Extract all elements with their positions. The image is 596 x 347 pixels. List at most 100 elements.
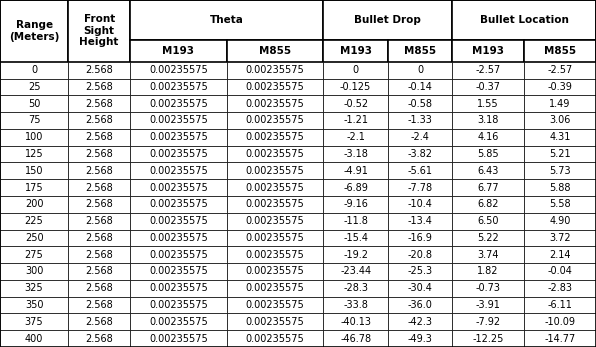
Text: 5.21: 5.21 xyxy=(550,149,571,159)
Text: 0.00235575: 0.00235575 xyxy=(149,333,208,344)
Bar xyxy=(452,313,524,330)
Bar xyxy=(452,196,524,213)
Bar xyxy=(324,230,388,246)
Bar xyxy=(226,313,324,330)
Bar xyxy=(68,62,130,78)
Text: 2.568: 2.568 xyxy=(85,233,113,243)
Bar xyxy=(130,146,226,162)
Text: -3.82: -3.82 xyxy=(408,149,433,159)
Bar xyxy=(68,196,130,213)
Text: -4.91: -4.91 xyxy=(343,166,368,176)
Bar xyxy=(0,129,68,146)
Bar xyxy=(130,297,226,313)
Bar xyxy=(130,40,226,62)
Text: M193: M193 xyxy=(340,46,372,56)
Bar xyxy=(68,213,130,230)
Text: 6.43: 6.43 xyxy=(477,166,499,176)
Bar xyxy=(452,129,524,146)
Text: -10.4: -10.4 xyxy=(408,200,433,209)
Bar xyxy=(388,162,452,179)
Bar xyxy=(226,162,324,179)
Bar xyxy=(452,78,524,95)
Text: 0.00235575: 0.00235575 xyxy=(149,266,208,277)
Bar xyxy=(68,0,130,62)
Text: 125: 125 xyxy=(25,149,44,159)
Text: 2.568: 2.568 xyxy=(85,333,113,344)
Text: -13.4: -13.4 xyxy=(408,216,433,226)
Text: 2.568: 2.568 xyxy=(85,266,113,277)
Text: 2.568: 2.568 xyxy=(85,116,113,126)
Text: -0.125: -0.125 xyxy=(340,82,371,92)
Text: 2.14: 2.14 xyxy=(550,250,571,260)
Bar xyxy=(130,95,226,112)
Bar xyxy=(388,78,452,95)
Text: 0.00235575: 0.00235575 xyxy=(149,132,208,142)
Text: M855: M855 xyxy=(404,46,436,56)
Text: -2.57: -2.57 xyxy=(548,65,573,75)
Text: M193: M193 xyxy=(472,46,504,56)
Text: 0.00235575: 0.00235575 xyxy=(246,283,305,293)
Text: -3.91: -3.91 xyxy=(476,300,501,310)
Bar xyxy=(324,78,388,95)
Text: -46.78: -46.78 xyxy=(340,333,371,344)
Bar xyxy=(324,179,388,196)
Text: 0.00235575: 0.00235575 xyxy=(149,283,208,293)
Text: 175: 175 xyxy=(25,183,44,193)
Bar xyxy=(452,280,524,297)
Text: 0.00235575: 0.00235575 xyxy=(149,200,208,209)
Bar xyxy=(130,0,324,40)
Text: 0.00235575: 0.00235575 xyxy=(246,216,305,226)
Text: 2.568: 2.568 xyxy=(85,216,113,226)
Bar xyxy=(130,230,226,246)
Bar xyxy=(452,179,524,196)
Bar xyxy=(388,330,452,347)
Text: 0.00235575: 0.00235575 xyxy=(246,200,305,209)
Bar xyxy=(0,62,68,78)
Bar xyxy=(524,78,596,95)
Text: -49.3: -49.3 xyxy=(408,333,433,344)
Bar xyxy=(388,179,452,196)
Bar xyxy=(68,313,130,330)
Text: -0.39: -0.39 xyxy=(548,82,573,92)
Bar xyxy=(524,40,596,62)
Bar xyxy=(452,95,524,112)
Bar xyxy=(226,196,324,213)
Text: 6.77: 6.77 xyxy=(477,183,499,193)
Bar xyxy=(452,162,524,179)
Bar xyxy=(452,297,524,313)
Bar xyxy=(524,196,596,213)
Bar xyxy=(68,129,130,146)
Text: Range
(Meters): Range (Meters) xyxy=(9,20,59,42)
Bar xyxy=(68,146,130,162)
Bar xyxy=(226,95,324,112)
Text: 0.00235575: 0.00235575 xyxy=(246,300,305,310)
Bar xyxy=(388,196,452,213)
Bar xyxy=(524,146,596,162)
Text: 0.00235575: 0.00235575 xyxy=(149,300,208,310)
Bar xyxy=(226,246,324,263)
Bar xyxy=(324,0,452,40)
Bar xyxy=(130,179,226,196)
Text: 2.568: 2.568 xyxy=(85,65,113,75)
Text: 0.00235575: 0.00235575 xyxy=(149,82,208,92)
Text: -0.37: -0.37 xyxy=(476,82,501,92)
Bar xyxy=(0,230,68,246)
Text: 3.74: 3.74 xyxy=(477,250,499,260)
Text: -2.1: -2.1 xyxy=(346,132,365,142)
Bar xyxy=(226,129,324,146)
Bar xyxy=(324,263,388,280)
Bar xyxy=(226,330,324,347)
Text: -7.78: -7.78 xyxy=(408,183,433,193)
Text: -5.61: -5.61 xyxy=(408,166,433,176)
Text: 0.00235575: 0.00235575 xyxy=(149,216,208,226)
Bar xyxy=(130,263,226,280)
Text: -6.11: -6.11 xyxy=(548,300,573,310)
Bar xyxy=(388,263,452,280)
Text: 150: 150 xyxy=(25,166,44,176)
Text: 4.31: 4.31 xyxy=(550,132,571,142)
Bar xyxy=(324,162,388,179)
Text: -14.77: -14.77 xyxy=(544,333,576,344)
Bar xyxy=(0,246,68,263)
Bar xyxy=(130,129,226,146)
Bar xyxy=(524,263,596,280)
